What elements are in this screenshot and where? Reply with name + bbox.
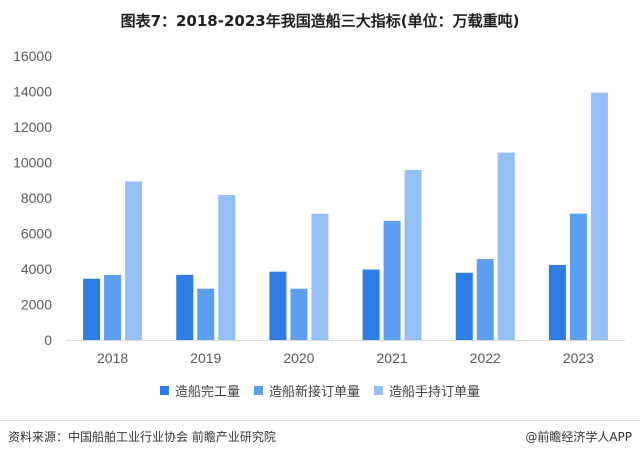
source-note: 资料来源：中国船舶工业行业协会 前瞻产业研究院: [8, 430, 276, 444]
chart-legend: 造船完工量 造船新接订单量 造船手持订单量: [0, 381, 640, 400]
legend-item: 造船手持订单量: [374, 381, 480, 400]
y-tick-label: 6000: [21, 226, 52, 242]
bar-2019-3: [218, 194, 236, 340]
y-tick-label: 4000: [21, 261, 52, 277]
x-tick-label: 2020: [283, 350, 314, 366]
bar-2022-3: [497, 152, 515, 340]
x-tick-label: 2019: [190, 350, 221, 366]
y-tick-label: 10000: [13, 155, 52, 171]
chart-title: 图表7：2018-2023年我国造船三大指标(单位：万载重吨): [120, 12, 520, 30]
legend-item: 造船新接订单量: [253, 381, 360, 400]
y-tick-label: 2000: [21, 297, 52, 313]
legend-label: 造船手持订单量: [389, 385, 481, 400]
bar-2019-2: [197, 288, 215, 340]
footer: 资料来源：中国船舶工业行业协会 前瞻产业研究院 @前瞻经济学人APP: [0, 420, 640, 452]
legend-item: 造船完工量: [159, 381, 240, 400]
bar-2022-1: [455, 272, 473, 340]
bar-2021-2: [383, 220, 401, 340]
brand-credit: @前瞻经济学人APP: [525, 430, 632, 444]
bar-2020-3: [311, 213, 329, 340]
y-tick-label: 12000: [13, 119, 52, 135]
y-tick-label: 0: [44, 332, 52, 348]
legend-swatch: [374, 386, 383, 395]
bar-2020-1: [269, 271, 287, 340]
x-tick-label: 2018: [97, 350, 128, 366]
bar-2018-2: [104, 274, 122, 340]
bar-2021-3: [404, 169, 422, 340]
bar-2020-2: [290, 288, 308, 340]
bar-chart: 0 2000 4000 6000 8000 10000 12000 14000 16000 201…: [13, 48, 625, 366]
y-tick-label: 16000: [13, 48, 52, 64]
y-tick-label: 14000: [13, 84, 52, 100]
bar-2018-3: [125, 181, 143, 340]
legend-label: 造船完工量: [174, 385, 240, 400]
x-tick-label: 2022: [470, 350, 501, 366]
bar-2018-1: [83, 278, 101, 340]
bar-2023-3: [590, 92, 608, 340]
y-tick-label: 8000: [21, 190, 52, 206]
bar-2023-1: [548, 264, 566, 340]
bar-2022-2: [476, 259, 494, 340]
x-tick-label: 2021: [377, 350, 408, 366]
bar-2023-2: [569, 213, 587, 340]
legend-label: 造船新接订单量: [268, 385, 360, 400]
bar-2019-1: [176, 274, 194, 340]
x-tick-label: 2023: [563, 350, 594, 366]
legend-swatch: [253, 386, 263, 395]
bar-2021-1: [362, 269, 380, 340]
legend-swatch: [159, 386, 169, 395]
